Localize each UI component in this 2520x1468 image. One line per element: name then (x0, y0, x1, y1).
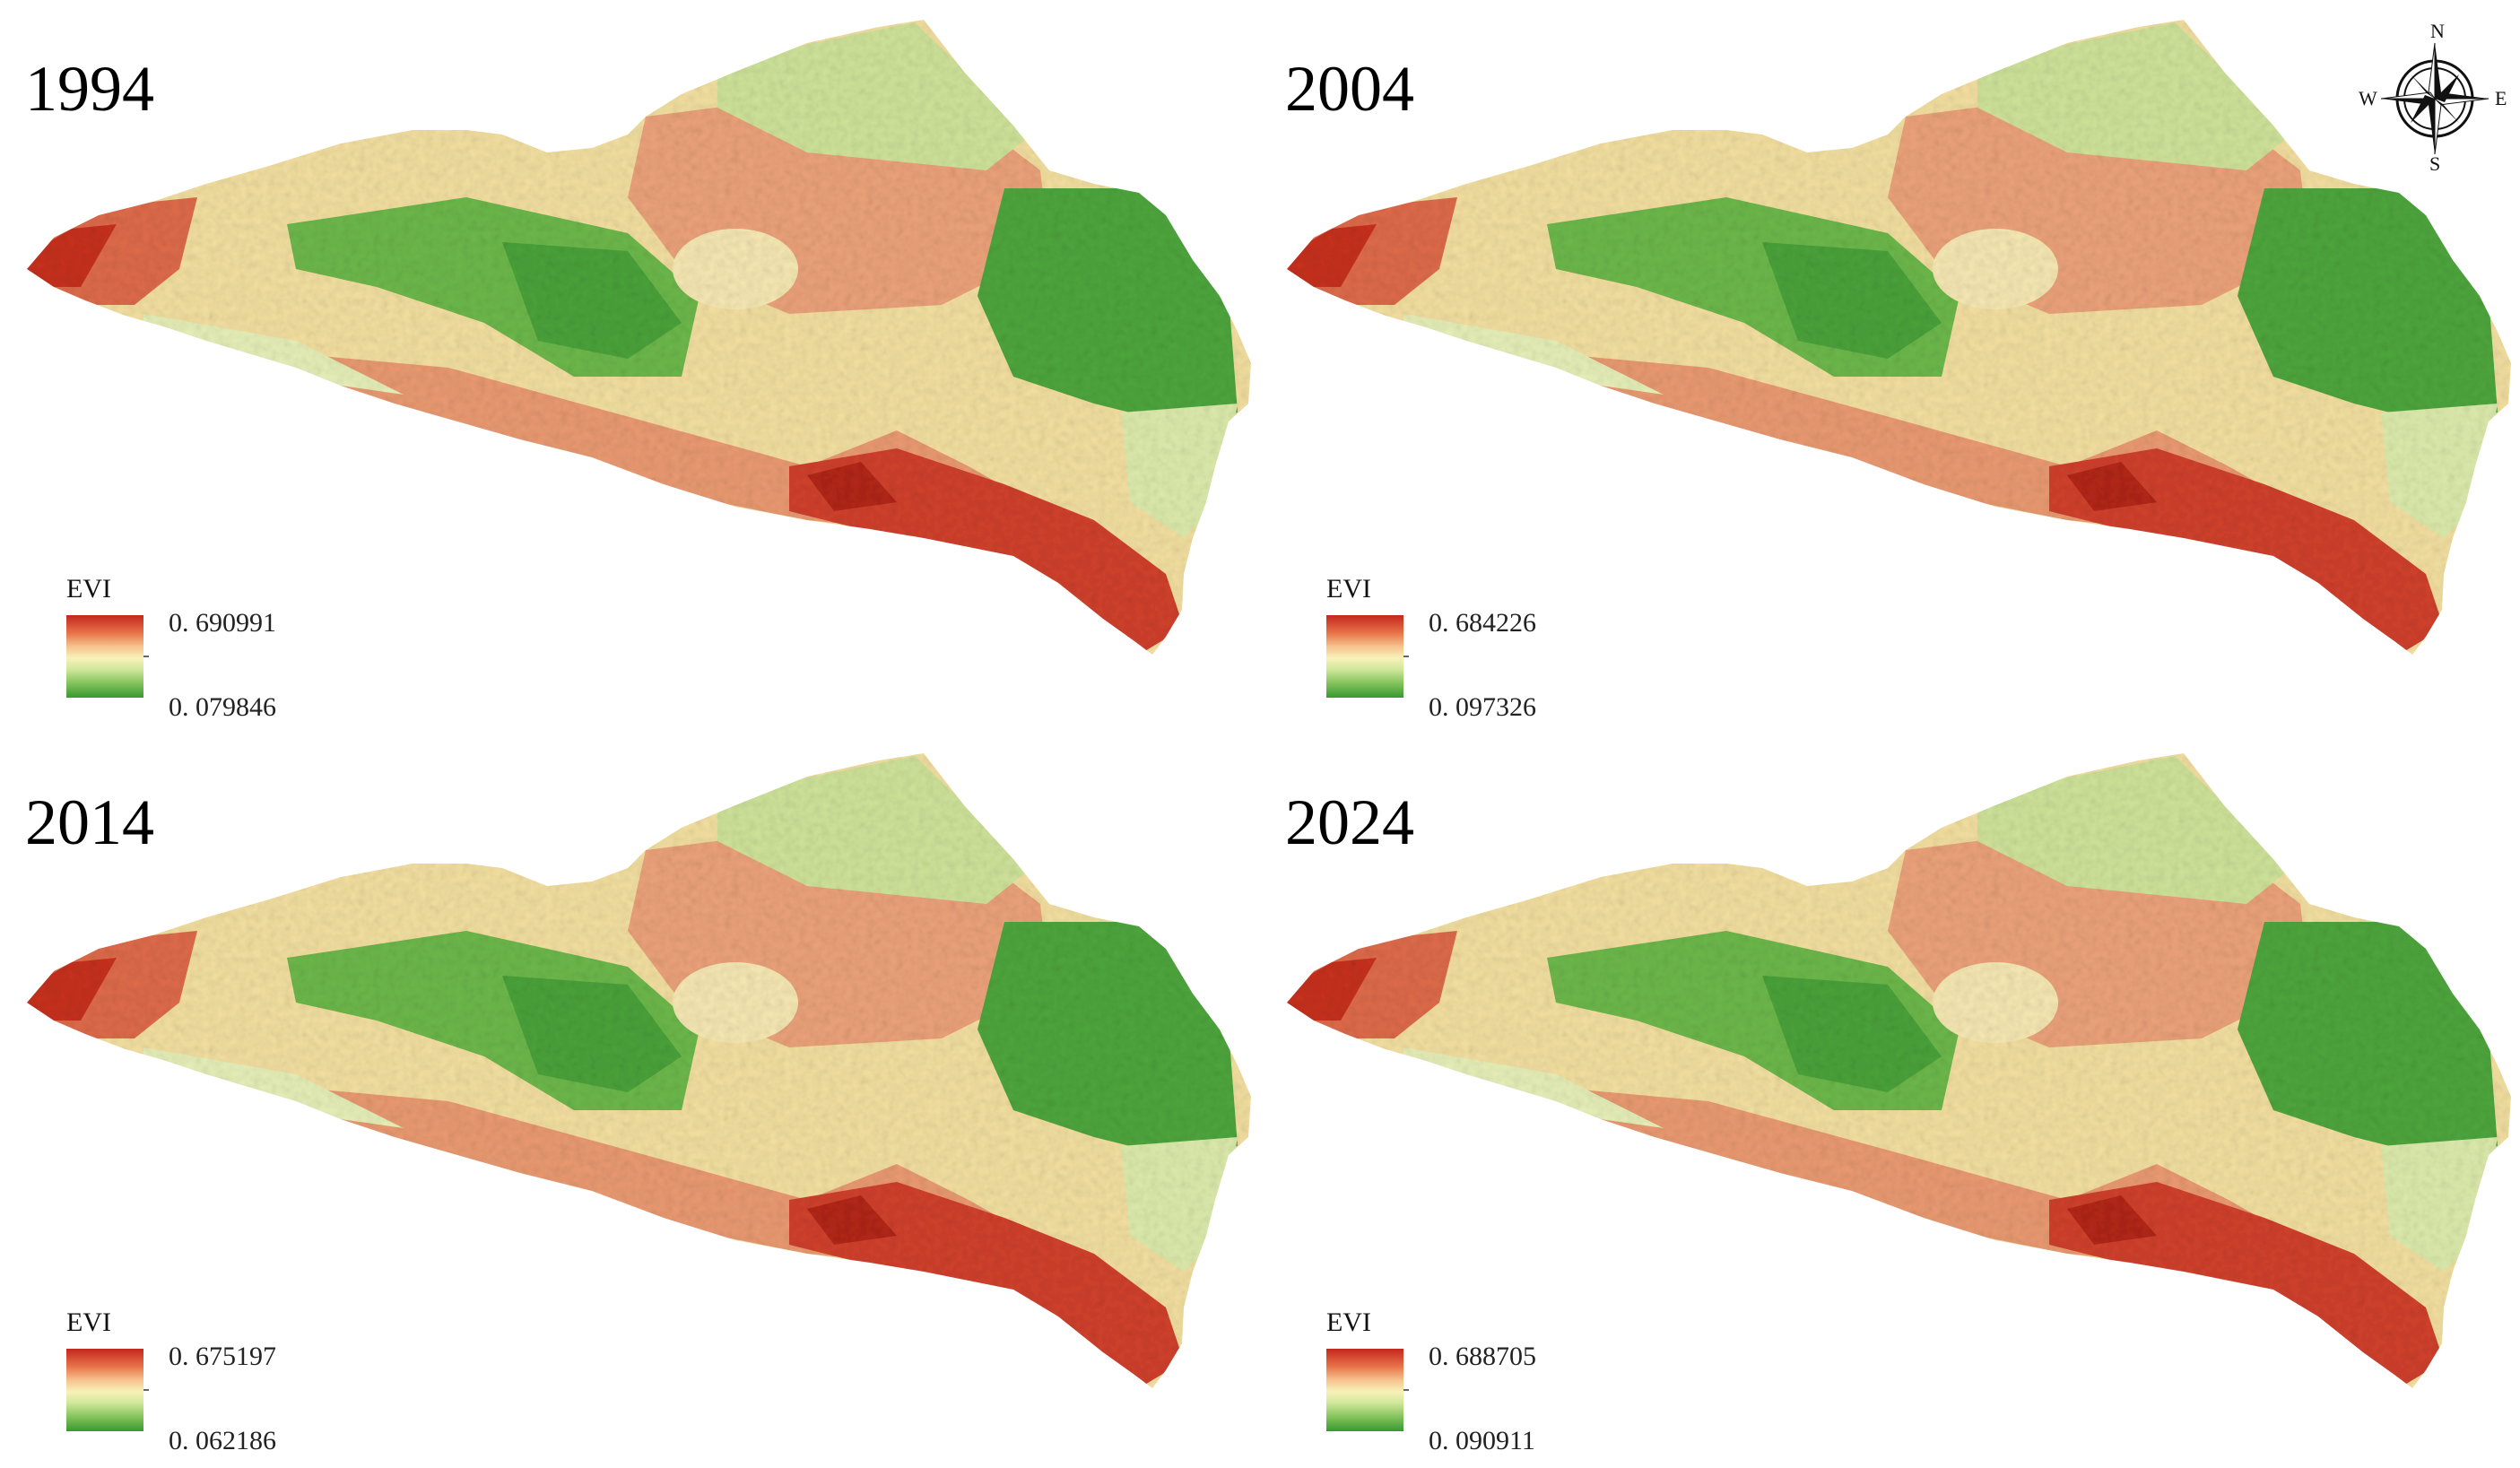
evi-legend: EVI 0. 684226 0. 097326 (1301, 574, 1588, 726)
legend-title: EVI (66, 574, 111, 604)
panel-year-label: 2014 (25, 786, 154, 858)
legend-min-value: 0. 090911 (1429, 1426, 1535, 1455)
map-panel-2024: 2024 EVI 0. 688705 0. 090911 (1260, 734, 2520, 1467)
compass-s-label: S (2429, 152, 2440, 170)
legend-min-value: 0. 079846 (169, 692, 276, 722)
legend-tick (1403, 1389, 1409, 1391)
evi-legend: EVI 0. 675197 0. 062186 (41, 1307, 328, 1460)
legend-max-value: 0. 684226 (1429, 608, 1536, 638)
compass-e-label: E (2495, 87, 2507, 109)
legend-min-value: 0. 062186 (169, 1426, 276, 1455)
legend-title: EVI (1326, 574, 1371, 604)
legend-title: EVI (66, 1307, 111, 1337)
legend-color-ramp (66, 1349, 143, 1431)
map-panel-2004: 2004 EVI 0. 684226 0. 097326 (1260, 0, 2520, 734)
legend-tick (143, 1389, 149, 1391)
evi-legend: EVI 0. 688705 0. 090911 (1301, 1307, 1588, 1460)
panel-year-label: 1994 (25, 53, 154, 125)
legend-color-ramp (1326, 1349, 1403, 1431)
evi-legend: EVI 0. 690991 0. 079846 (41, 574, 328, 726)
legend-color-ramp (66, 615, 143, 698)
legend-max-value: 0. 675197 (169, 1342, 276, 1371)
panel-year-label: 2024 (1285, 786, 1414, 858)
compass-w-label: W (2359, 87, 2377, 109)
compass-n-label: N (2430, 20, 2445, 42)
legend-title: EVI (1326, 1307, 1371, 1337)
legend-max-value: 0. 688705 (1429, 1342, 1536, 1371)
map-panel-2014: 2014 EVI 0. 675197 0. 062186 (0, 734, 1260, 1467)
legend-tick (1403, 656, 1409, 657)
legend-min-value: 0. 097326 (1429, 692, 1536, 722)
legend-max-value: 0. 690991 (169, 608, 276, 638)
legend-tick (143, 656, 149, 657)
compass-rose-icon: N S W E (2359, 20, 2507, 170)
legend-color-ramp (1326, 615, 1403, 698)
panel-year-label: 2004 (1285, 53, 1414, 125)
map-panel-1994: 1994 EVI 0. 690991 0. 079846 (0, 0, 1260, 734)
